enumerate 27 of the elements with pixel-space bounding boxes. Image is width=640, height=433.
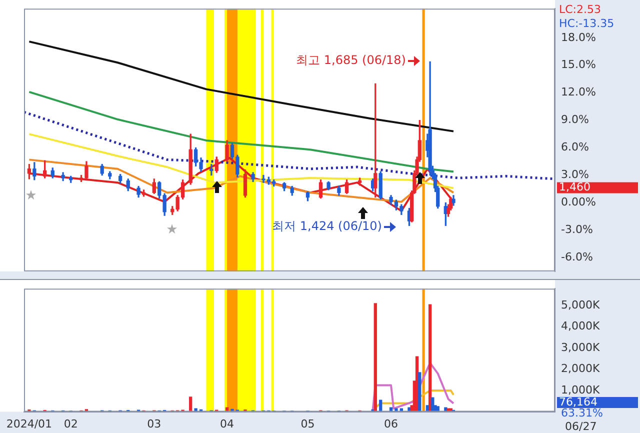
- x-tick-label: 02: [64, 417, 78, 430]
- text: 06/27: [565, 420, 597, 433]
- x-tick-label: 04: [220, 417, 234, 430]
- x-tick-label: 06: [384, 417, 398, 430]
- text: HC:-13.35: [559, 16, 614, 30]
- x-tick-label: 03: [147, 417, 162, 430]
- text: 76,164: [559, 395, 598, 408]
- y-tick-label: 5,000K: [561, 298, 600, 312]
- y-tick-label: -6.0%: [561, 250, 593, 264]
- annotation: 최고 1,685 (06/18): [296, 53, 406, 68]
- y-tick-label: 12.0%: [561, 86, 596, 99]
- x-tick-label: 2024/01: [6, 417, 52, 430]
- y-tick-label: 0.00%: [561, 196, 596, 209]
- y-tick-label: -3.0%: [561, 223, 593, 236]
- y-tick-label: 1,000K: [561, 383, 600, 396]
- text: 1,460: [559, 180, 590, 194]
- y-tick-label: 9.0%: [561, 113, 589, 126]
- y-tick-label: 15.0%: [561, 58, 596, 72]
- text: LC:2.53: [559, 2, 602, 16]
- y-tick-label: 3,000K: [561, 340, 600, 354]
- y-tick-label: 18.0%: [561, 30, 596, 44]
- y-tick-label: 4,000K: [561, 320, 600, 333]
- text: 63.31%: [561, 406, 603, 420]
- y-tick-label: 3.0%: [561, 168, 589, 182]
- y-tick-label: 2,000K: [561, 362, 600, 376]
- x-tick-label: 05: [300, 417, 315, 430]
- y-tick-label: 6.0%: [561, 140, 589, 154]
